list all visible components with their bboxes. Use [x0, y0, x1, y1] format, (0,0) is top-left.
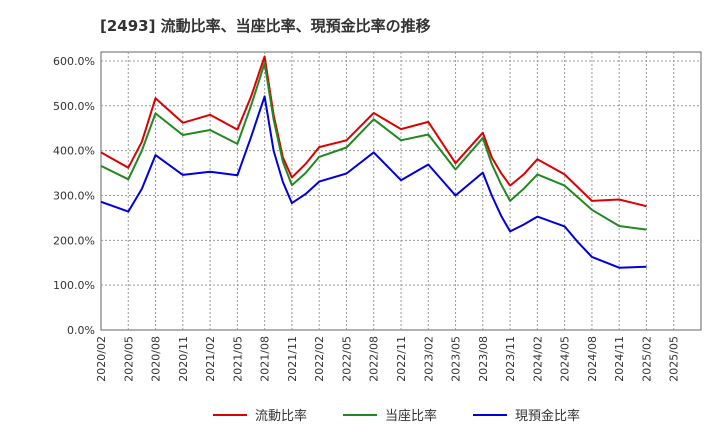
series-line-1	[100, 55, 647, 208]
x-tick-label: 2020/08	[150, 336, 163, 382]
legend-label-1: 流動比率	[255, 408, 307, 424]
x-tick-label: 2021/11	[286, 336, 299, 382]
y-tick-label: 500.0%	[53, 100, 95, 113]
x-tick-label: 2022/05	[340, 336, 353, 382]
x-tick-label: 2024/08	[586, 336, 599, 382]
series-line-2	[100, 62, 647, 231]
x-tick-label: 2021/05	[231, 336, 244, 382]
x-tick-label: 2021/02	[204, 336, 217, 382]
grid-layer	[100, 51, 702, 331]
y-tick-label: 400.0%	[53, 145, 95, 158]
x-tick-label: 2023/05	[450, 336, 463, 382]
x-tick-label: 2024/05	[559, 336, 572, 382]
x-tick-label: 2020/11	[177, 336, 190, 382]
series-layer	[100, 55, 647, 269]
x-tick-label: 2025/05	[668, 336, 681, 382]
legend-label-3: 現預金比率	[515, 408, 580, 424]
y-tick-label: 200.0%	[53, 234, 95, 247]
x-tick-label: 2022/02	[313, 336, 326, 382]
y-tick-label: 0.0%	[67, 324, 95, 337]
series-line-3	[100, 95, 647, 269]
legend-label-2: 当座比率	[385, 408, 437, 424]
x-tick-label: 2023/08	[477, 336, 490, 382]
x-tick-label: 2020/05	[122, 336, 135, 382]
axis-layer: 0.0% 100.0% 200.0% 300.0% 400.0% 500.0% 600.0%…	[53, 55, 681, 382]
x-tick-label: 2021/08	[259, 336, 272, 382]
y-tick-label: 600.0%	[53, 55, 95, 68]
x-tick-label: 2022/08	[368, 336, 381, 382]
x-tick-label: 2024/11	[613, 336, 626, 382]
x-tick-label: 2024/02	[531, 336, 544, 382]
x-tick-label: 2023/02	[422, 336, 435, 382]
x-tick-label: 2025/02	[640, 336, 653, 382]
y-tick-label: 300.0%	[53, 189, 95, 202]
y-tick-label: 100.0%	[53, 279, 95, 292]
legend: 流動比率 当座比率 現預金比率	[213, 408, 580, 424]
x-tick-label: 2022/11	[395, 336, 408, 382]
x-tick-label: 2020/02	[95, 336, 108, 382]
chart-title: [2493] 流動比率、当座比率、現預金比率の推移	[100, 17, 431, 35]
x-tick-label: 2023/11	[504, 336, 517, 382]
